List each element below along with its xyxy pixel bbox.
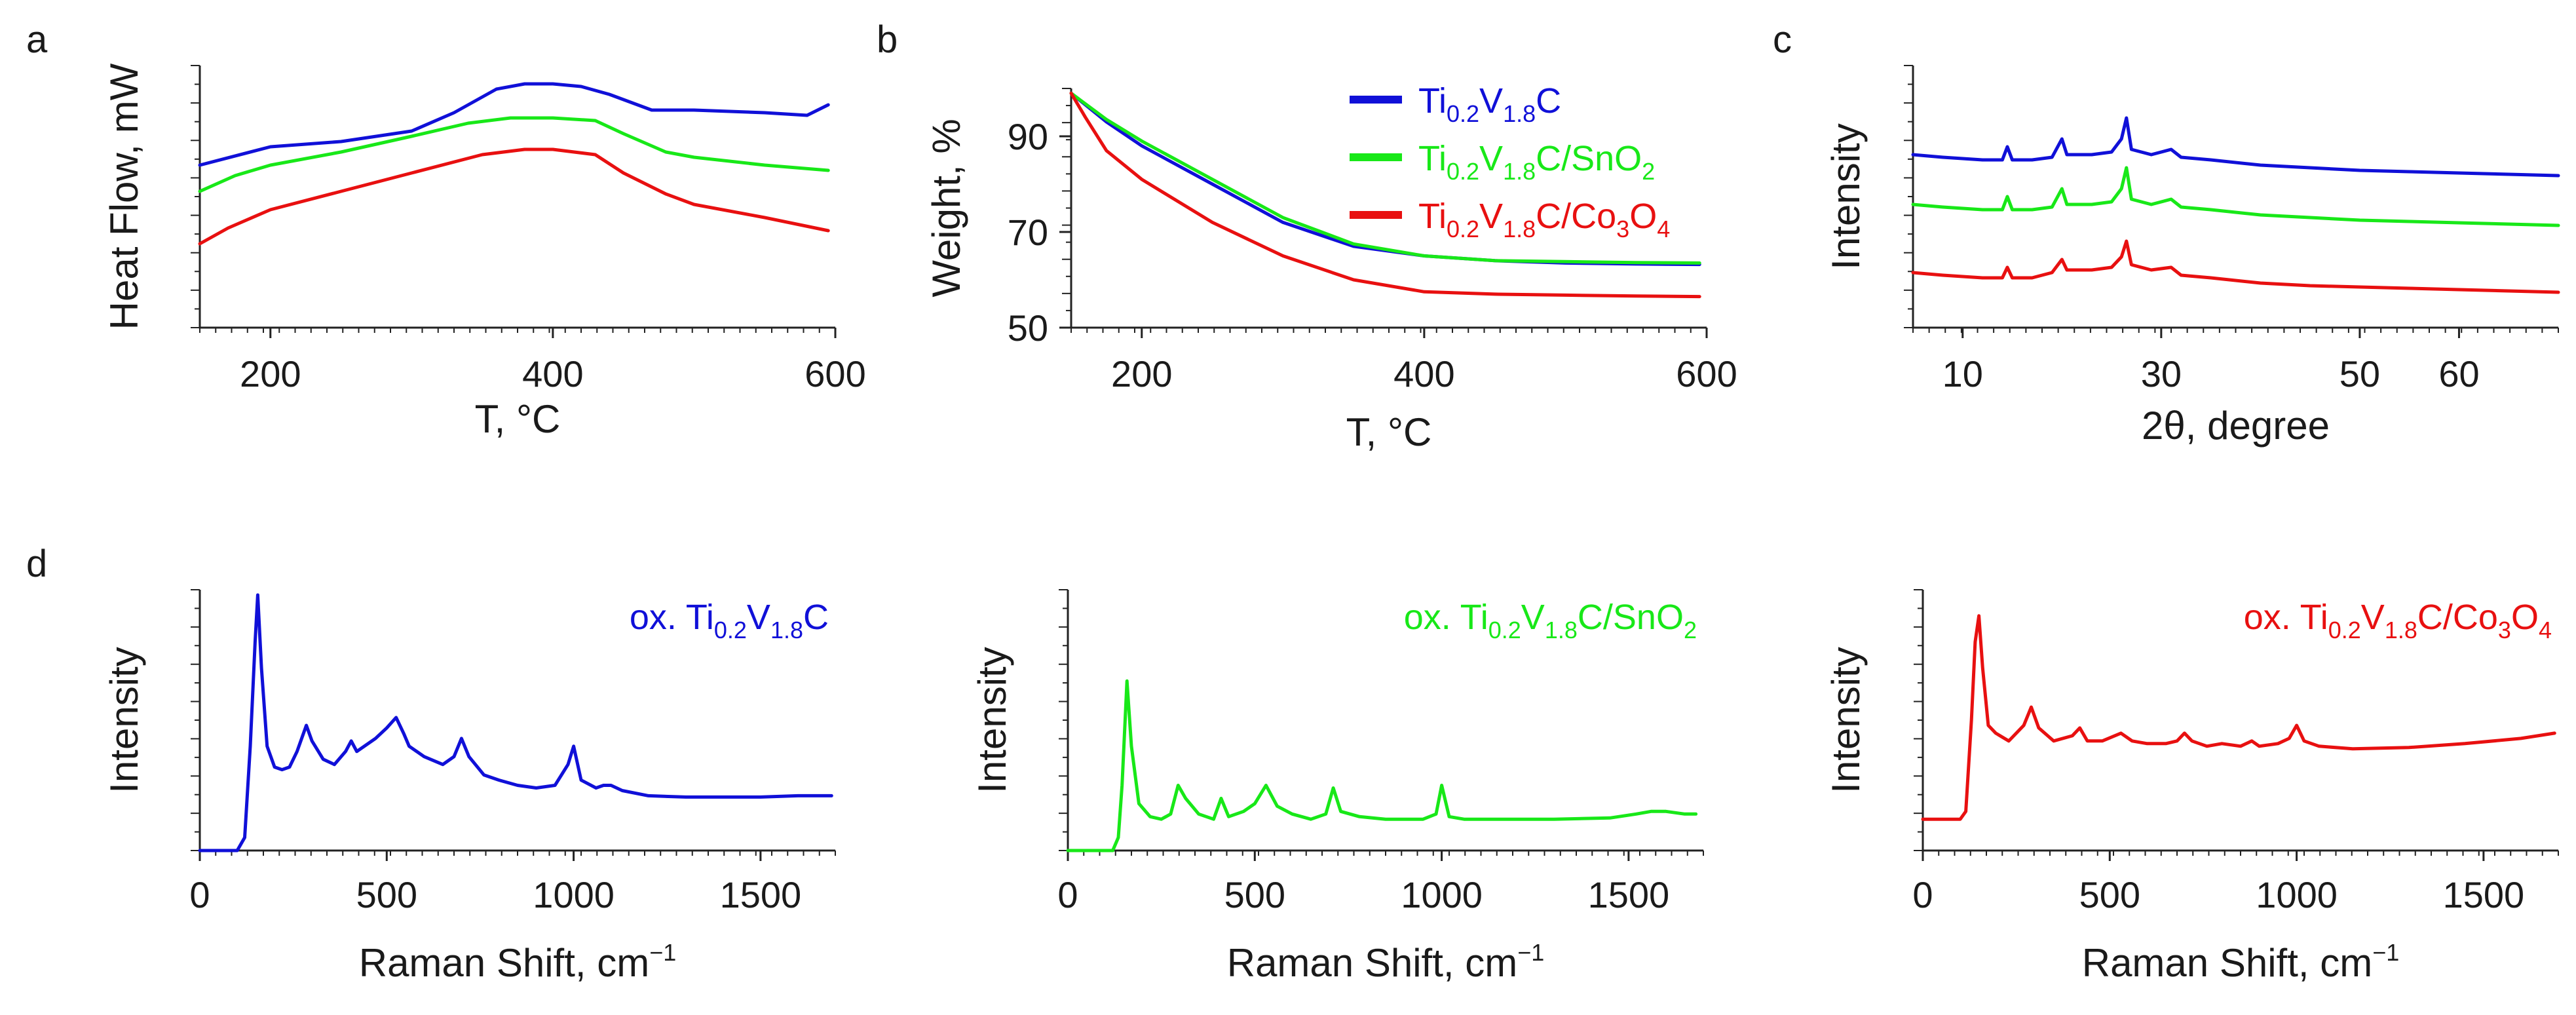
raman-legend-label: ox. Ti0.2V1.8C (630, 598, 829, 643)
raman-legend-label: ox. Ti0.2V1.8C/Co3O4 (2244, 598, 2552, 643)
x-tick-label: 1500 (2443, 874, 2525, 915)
x-tick-label: 0 (1912, 874, 1933, 915)
panel-c-xrd: 10 30 50 60 2θ, degree Intensity (1824, 65, 2560, 448)
x-axis-label: Raman Shift, cm−1 (1227, 939, 1545, 985)
panel-d-raman-tivc: 0 500 1000 1500 Raman Shift, cm−1 Intensity ox… (102, 589, 836, 985)
panel-letter-b: b (877, 18, 898, 61)
series-line-blue (198, 593, 833, 852)
x-axis-label: Raman Shift, cm−1 (2082, 939, 2400, 985)
y-axis-label: Intensity (102, 647, 146, 793)
x-tick-label: 1500 (720, 874, 802, 915)
x-tick-label: 500 (1224, 874, 1285, 915)
legend-label-tivc: Ti0.2V1.8C (1418, 81, 1561, 127)
y-axis-label: Intensity (970, 647, 1014, 793)
panel-letter-a: a (26, 18, 48, 61)
panel-d-raman-co3o4: 0 500 1000 1500 Raman Shift, cm−1 Intensity ox… (1824, 589, 2559, 985)
x-tick-label: 200 (1111, 353, 1172, 394)
x-tick-label: 400 (1393, 353, 1454, 394)
x-tick-label: 600 (805, 353, 865, 394)
x-tick-label: 500 (2079, 874, 2140, 915)
x-tick-label: 1000 (2256, 874, 2338, 915)
x-tick-label: 400 (522, 353, 583, 394)
x-tick-label: 60 (2438, 353, 2479, 394)
y-axis-label: Weight, % (924, 119, 968, 297)
series-line-green (1069, 91, 1701, 265)
x-axis-label: 2θ, degree (2142, 404, 2330, 448)
y-axis-label: Intensity (1824, 647, 1868, 793)
legend-label-co3o4: Ti0.2V1.8C/Co3O4 (1418, 197, 1670, 242)
y-tick-label: 70 (1008, 212, 1048, 253)
legend-label-sno2: Ti0.2V1.8C/SnO2 (1418, 139, 1655, 185)
y-axis-label: Intensity (1824, 123, 1868, 269)
series-line-red (1911, 239, 2560, 294)
series-line-red (198, 147, 830, 246)
x-tick-label: 500 (356, 874, 417, 915)
x-tick-label: 10 (1942, 353, 1983, 394)
x-tick-label: 1000 (1401, 874, 1483, 915)
x-tick-label: 1500 (1588, 874, 1670, 915)
panel-b-weight: 200 400 600 50 70 90 T, °C Weight, % (924, 88, 1737, 454)
x-tick-label: 200 (240, 353, 301, 394)
y-axis-label: Heat Flow, mW (102, 63, 146, 330)
raman-legend-label: ox. Ti0.2V1.8C/SnO2 (1404, 598, 1697, 643)
x-axis-label: T, °C (475, 397, 561, 441)
series-line-blue (1069, 91, 1701, 267)
axes-a (199, 66, 835, 329)
series-line-blue (198, 82, 830, 167)
y-tick-label: 90 (1008, 116, 1048, 157)
series-line-red (1069, 91, 1701, 299)
x-tick-label: 600 (1676, 353, 1737, 394)
x-axis-label: Raman Shift, cm−1 (359, 939, 677, 985)
x-tick-label: 50 (2339, 353, 2380, 394)
panel-letter-d: d (26, 543, 47, 585)
panel-a-heat-flow: 200 400 600 T, °C Heat Flow, mW (102, 63, 866, 441)
series-line-blue (1911, 116, 2560, 178)
x-tick-label: 0 (1057, 874, 1078, 915)
y-tick-label: 50 (1008, 307, 1048, 349)
x-axis-label: T, °C (1346, 410, 1432, 454)
panel-letter-c: c (1773, 18, 1792, 61)
x-tick-label: 30 (2141, 353, 2182, 394)
x-tick-label: 0 (189, 874, 210, 915)
series-line-red (1921, 614, 2556, 821)
series-line-green (1066, 679, 1698, 852)
x-tick-label: 1000 (533, 874, 615, 915)
series-line-green (1911, 166, 2560, 227)
panel-d-raman-sno2: 0 500 1000 1500 Raman Shift, cm−1 Intensity ox… (970, 589, 1704, 985)
series-line-green (198, 116, 830, 193)
legend-b: Ti0.2V1.8C Ti0.2V1.8C/SnO2 Ti0.2V1.8C/Co… (1350, 81, 1670, 242)
